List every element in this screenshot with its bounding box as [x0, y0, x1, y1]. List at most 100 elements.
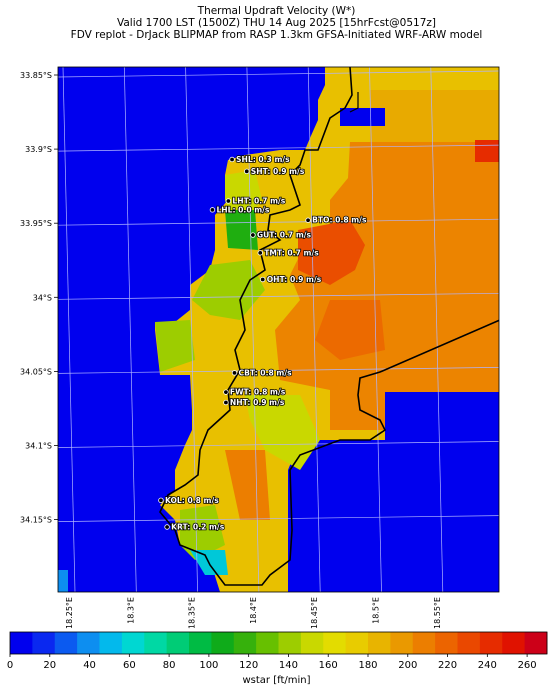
- station-label-krt: KRT: 0.2 m/s: [171, 523, 225, 532]
- colorbar-segment: [300, 632, 324, 654]
- colorbar-tick-label: 40: [83, 660, 96, 671]
- lat-tick-label: 34°S: [33, 293, 52, 302]
- colorbar-segment: [121, 632, 145, 654]
- colorbar-segment: [189, 632, 212, 654]
- colorbar-segment: [390, 632, 414, 654]
- latitude-axis: 33.85°S 33.9°S 33.95°S 34°S 34.05°S 34.1°S 34.…: [20, 71, 58, 525]
- map-frame: [57, 66, 500, 593]
- title-line-1: Thermal Updraft Velocity (W*): [197, 5, 356, 17]
- mountain-green-2: [225, 210, 258, 250]
- station-marker-kol: [158, 497, 164, 504]
- station-marker-fwt: [223, 389, 229, 395]
- station-label-sht: SHT: 0.9 m/s: [251, 167, 305, 176]
- meridian-line: [246, 67, 260, 592]
- colorbar-tick-label: 80: [163, 660, 176, 671]
- station-label-fwt: FWT: 0.8 m/s: [230, 388, 286, 397]
- mountain-green-3: [192, 260, 265, 320]
- cool-patch-2: [58, 570, 68, 592]
- meridian-line: [369, 67, 382, 592]
- colorbar-segment: [457, 632, 481, 654]
- title-line-3: FDV replot - DrJack BLIPMAP from RASP 1.…: [70, 29, 483, 41]
- warm-zone: [275, 142, 499, 430]
- colorbar-segment: [368, 632, 391, 654]
- hot-zone-3: [475, 140, 499, 162]
- station-marker-sht: [244, 168, 250, 175]
- colorbar-segment: [144, 632, 168, 654]
- colorbar-segment: [256, 632, 279, 654]
- station-label-kol: KOL: 0.8 m/s: [165, 496, 219, 505]
- station-label-bto: BTO: 0.8 m/s: [312, 216, 367, 225]
- hot-zone-2: [315, 300, 385, 360]
- coastline-detail: [349, 92, 359, 113]
- lat-tick-label: 33.85°S: [20, 71, 52, 80]
- colorbar-segment: [502, 632, 526, 654]
- colorbar-tick-label: 120: [239, 660, 258, 671]
- lat-tick-label: 33.9°S: [25, 145, 52, 154]
- colorbar-tick-label: 220: [438, 660, 457, 671]
- graticule: [58, 67, 499, 592]
- station-label-tmt: TMT: 0.7 m/s: [264, 248, 319, 257]
- meridian-line: [62, 67, 76, 592]
- hot-zone-4: [225, 450, 270, 520]
- colorbar-tick-label: 100: [199, 660, 218, 671]
- colorbar-segment: [233, 632, 257, 654]
- meridian-line: [307, 67, 321, 592]
- parallel-line: [58, 70, 499, 78]
- colorbar-label: wstar [ft/min]: [242, 675, 311, 686]
- lon-tick-label: 18.3°E: [126, 597, 135, 624]
- station-marker-nht: [223, 399, 229, 406]
- station-label-nht: NHT: 0.9 m/s: [230, 398, 285, 407]
- parallel-line: [58, 292, 499, 300]
- title-line-2: Valid 1700 LST (1500Z) THU 14 Aug 2025 […: [117, 17, 436, 29]
- parallel-line: [58, 144, 499, 152]
- hot-zone-1: [298, 220, 365, 285]
- colorbar-segment: [278, 632, 302, 654]
- lon-tick-label: 18.5°E: [372, 597, 381, 624]
- lon-tick-label: 18.55°E: [433, 597, 442, 629]
- colorbar-segment: [10, 632, 33, 654]
- colorbar-segment: [211, 632, 235, 654]
- station-marker-krt: [164, 524, 170, 530]
- parallel-line: [58, 367, 499, 374]
- meridian-line: [185, 67, 198, 592]
- colorbar-tick-label: 200: [398, 660, 417, 671]
- lat-tick-label: 34.05°S: [20, 367, 52, 376]
- station-label-oht: OHT: 0.9 m/s: [267, 275, 322, 284]
- station-label-shl: SHL: 0.3 m/s: [236, 155, 290, 164]
- colorbar-tick-label: 160: [319, 660, 338, 671]
- station-marker-gut: [250, 232, 256, 238]
- water-patch-1: [340, 108, 385, 126]
- colorbar-segment: [412, 632, 436, 654]
- station-label-cbt: CBT: 0.8 m/s: [239, 368, 293, 377]
- station-marker-cbt: [231, 370, 238, 376]
- map-title: Thermal Updraft Velocity (W*) Valid 1700…: [0, 5, 553, 41]
- colorbar-tick-label: 240: [478, 660, 497, 671]
- coastline: [159, 67, 499, 586]
- station-label-gut: GUT: 0.7 m/s: [257, 231, 312, 240]
- north-zone: [370, 90, 499, 142]
- meridian-line: [430, 67, 444, 592]
- station-marker-oht: [260, 276, 266, 283]
- lon-tick-label: 18.35°E: [188, 597, 197, 629]
- colorbar-segment: [524, 632, 548, 654]
- lon-tick-label: 18.4°E: [249, 597, 258, 624]
- colorbar-tick-label: 20: [43, 660, 56, 671]
- mountain-green-4: [155, 320, 195, 372]
- station-marker-lhl: [209, 207, 216, 213]
- colorbar-tick-label: 60: [123, 660, 136, 671]
- meridian-line: [123, 67, 137, 592]
- lon-tick-label: 18.45°E: [310, 597, 319, 629]
- station-marker-shl: [229, 156, 235, 163]
- colorbar-frame: [9, 631, 548, 655]
- colorbar-segment: [323, 632, 347, 654]
- colorbar-segment: [77, 632, 100, 654]
- map-plot-area: SHL: 0.3 m/s SHT: 0.9 m/s LHT: 0.7 m/sLHL:…: [58, 67, 499, 592]
- parallel-line: [58, 218, 499, 226]
- colorbar-segment: [99, 632, 123, 654]
- station-layer: SHL: 0.3 m/s SHT: 0.9 m/s LHT: 0.7 m/sLHL:…: [158, 154, 368, 532]
- colorbar: 0 20 40 60 80 100 120 140 160 180 200 220 240 260: [7, 631, 548, 671]
- colorbar-segment: [345, 632, 369, 654]
- lat-tick-label: 33.95°S: [20, 219, 52, 228]
- colorbar-tick-label: 260: [518, 660, 537, 671]
